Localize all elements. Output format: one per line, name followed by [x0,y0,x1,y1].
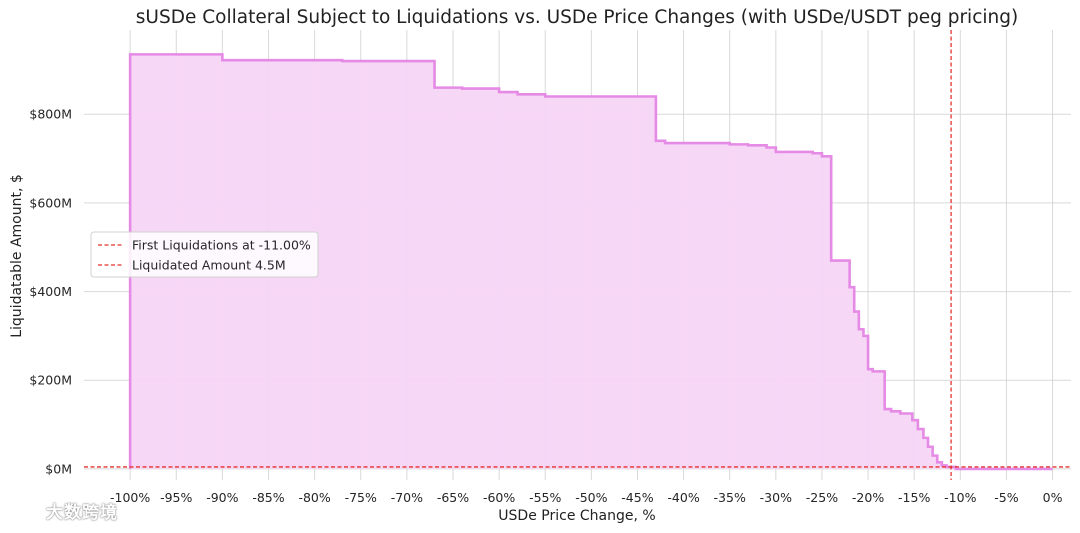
y-axis-label: Liquidatable Amount, $ [9,174,25,338]
x-tick-label: -30% [760,490,792,505]
x-tick-label: -55% [529,490,561,505]
chart-title: sUSDe Collateral Subject to Liquidations… [136,7,1018,28]
watermark-text: 大数跨境 [46,503,118,523]
x-tick-label: -10% [944,490,976,505]
series-step-line [128,53,1053,471]
watermark-logo-icon [8,504,41,521]
x-tick-labels: -100% -95% -90% -85% -80% -75% -70% -65% -60% -55… [110,490,1063,505]
x-tick-label: -85% [252,490,284,505]
x-tick-label: -35% [714,490,746,505]
y-tick-label: $400M [29,284,72,299]
y-tick-labels: $0M $200M $400M $600M $800M [29,107,72,477]
watermark: 大数跨境 [8,498,118,523]
x-tick-label: -60% [483,490,515,505]
x-tick-label: -75% [345,490,377,505]
y-tick-label: $600M [29,195,72,210]
x-tick-label: -20% [852,490,884,505]
x-tick-label: -15% [898,490,930,505]
y-tick-label: $200M [29,373,72,388]
y-tick-label: $0M [45,461,72,476]
legend-box [90,231,319,278]
x-axis-label: USDe Price Change, % [498,508,655,524]
x-tick-label: 0% [1043,490,1063,505]
reference-lines [84,30,1071,480]
x-tick-label: -45% [621,490,653,505]
x-tick-label: -95% [160,490,192,505]
legend: First Liquidations at -11.00% Liquidated… [90,231,319,278]
x-tick-label: -70% [391,490,423,505]
x-tick-label: -65% [437,490,469,505]
legend-label-liquidated-amount: Liquidated Amount 4.5M [132,258,286,273]
y-tick-label: $800M [29,107,72,122]
x-tick-label: -50% [575,490,607,505]
x-tick-label: -100% [110,490,150,505]
series-area-fill [130,54,1053,469]
x-tick-label: -90% [206,490,238,505]
x-tick-label: -40% [667,490,699,505]
x-tick-label: -80% [298,490,330,505]
legend-label-first-liquidations: First Liquidations at -11.00% [132,238,311,253]
x-tick-label: -5% [994,490,1018,505]
plot-area [128,53,1053,471]
x-tick-label: -25% [806,490,838,505]
